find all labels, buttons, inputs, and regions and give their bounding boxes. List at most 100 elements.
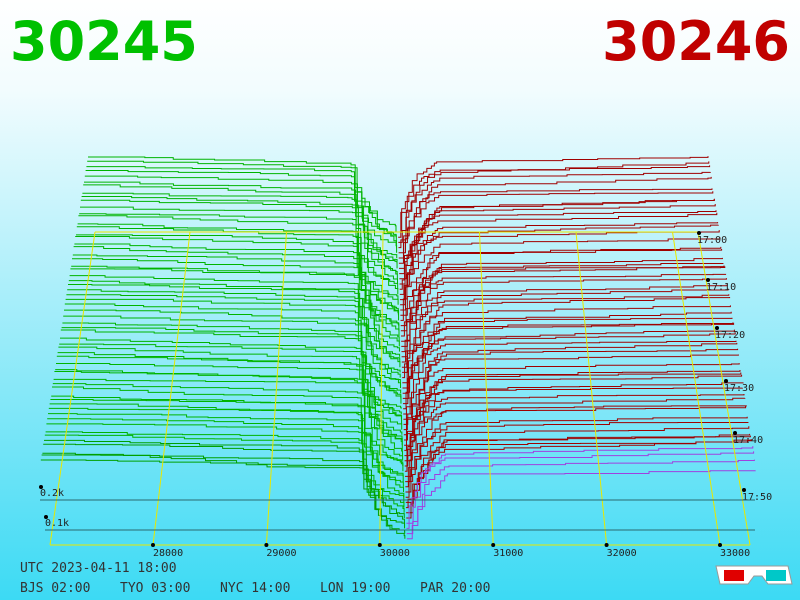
- price-tick: [377, 543, 382, 547]
- time-tick: [733, 431, 737, 435]
- depth-label: 0.1k: [45, 518, 69, 529]
- ask-depth-line: [405, 406, 747, 477]
- bid-depth-line: [70, 268, 400, 347]
- ask-depth-line: [399, 212, 718, 290]
- right-edge: [697, 231, 751, 546]
- bid-depth-line: [56, 363, 403, 440]
- bid-depth-line: [44, 434, 405, 513]
- ask-depth-line: [403, 342, 738, 420]
- time-tick: [706, 278, 710, 282]
- depth-tick: [44, 515, 48, 519]
- ask-depth-line: [398, 176, 712, 254]
- bid-depth-line: [48, 413, 404, 492]
- price-label: 30000: [380, 548, 410, 559]
- price-grid-line: [379, 231, 384, 546]
- ask-depth-line: [404, 387, 743, 457]
- bid-depth-line: [83, 184, 398, 264]
- 3d-glasses-icon[interactable]: [715, 565, 793, 585]
- time-tick: [697, 231, 701, 235]
- ask-depth-line: [406, 451, 755, 529]
- ask-depth-line: [399, 198, 715, 275]
- bid-depth-line: [67, 289, 401, 368]
- bid-depth-line: [64, 309, 401, 388]
- ask-depth-line: [401, 294, 730, 368]
- price-label: 31000: [493, 548, 523, 559]
- ask-depth-line: [398, 191, 714, 264]
- price-tick: [604, 543, 609, 547]
- bid-depth-line: [60, 337, 402, 414]
- ask-depth-line: [401, 288, 729, 363]
- ask-depth-line: [405, 416, 748, 488]
- time-label: 17:30: [724, 383, 754, 394]
- price-grid-line: [479, 231, 494, 546]
- bid-depth-line: [50, 398, 404, 477]
- bid-depth-line: [43, 443, 405, 524]
- bid-depth-line: [58, 346, 403, 425]
- time-label: 17:40: [733, 435, 763, 446]
- ask-depth-line: [406, 459, 755, 535]
- price-tick: [491, 543, 496, 547]
- depth-tick: [39, 485, 43, 489]
- ask-depth-line: [400, 257, 723, 327]
- price-grid-line: [152, 231, 191, 546]
- time-tick: [724, 379, 728, 383]
- bid-depth-line: [54, 370, 403, 451]
- ask-depth-line: [402, 296, 731, 373]
- ask-depth-line: [402, 322, 734, 394]
- timezone-clock: PAR 20:00: [420, 581, 490, 596]
- bid-depth-line: [79, 213, 399, 290]
- price-grid-line: [672, 231, 721, 546]
- timezone-clock: TYO 03:00: [120, 581, 190, 596]
- ask-depth-line: [403, 332, 736, 410]
- bid-depth-line: [41, 454, 406, 534]
- bid-depth-line: [56, 355, 403, 435]
- ask-depth-line: [405, 426, 750, 498]
- ask-depth-line: [406, 446, 754, 524]
- ask-depth-line: [405, 405, 747, 483]
- ask-price: 30246: [602, 10, 790, 73]
- bid-depth-line: [65, 298, 401, 378]
- bid-depth-line: [59, 343, 402, 420]
- ask-depth-line: [401, 284, 728, 358]
- time-tick: [742, 488, 746, 492]
- bid-depth-line: [84, 181, 398, 258]
- bid-depth-line: [74, 243, 400, 321]
- time-tick: [715, 326, 719, 330]
- bid-depth-line: [48, 407, 404, 487]
- price-label: 28000: [153, 548, 183, 559]
- price-label: 33000: [720, 548, 750, 559]
- bid-depth-line: [46, 423, 405, 503]
- ask-depth-line: [401, 278, 727, 353]
- price-grid-line: [265, 231, 287, 546]
- depth-label: 0.2k: [40, 488, 64, 499]
- bid-depth-line: [85, 170, 397, 248]
- ask-depth-line: [404, 397, 746, 472]
- ask-depth-line: [403, 340, 737, 415]
- bid-depth-line: [68, 283, 401, 362]
- ask-depth-line: [404, 382, 744, 462]
- bid-depth-line: [84, 175, 398, 253]
- time-label: 17:50: [742, 492, 772, 503]
- price-tick: [151, 543, 155, 547]
- price-grid-line: [575, 231, 608, 546]
- bid-depth-line: [71, 265, 400, 342]
- bid-depth-line: [62, 322, 402, 399]
- bid-depth-line: [72, 258, 400, 336]
- bid-depth-line: [75, 236, 399, 316]
- ask-depth-line: [403, 363, 740, 436]
- bid-depth-line: [44, 439, 405, 518]
- timezone-clock: NYC 14:00: [220, 581, 290, 596]
- ask-depth-line: [398, 188, 713, 259]
- ask-depth-line: [402, 311, 732, 384]
- time-label: 17:10: [706, 282, 736, 293]
- left-edge: [49, 231, 96, 546]
- bid-depth-line: [49, 403, 404, 482]
- bid-price: 30245: [10, 10, 198, 73]
- bid-depth-line: [66, 294, 401, 373]
- time-label: 17:20: [715, 330, 745, 341]
- bid-depth-line: [69, 275, 400, 352]
- bid-depth-line: [53, 378, 403, 456]
- ask-depth-line: [398, 171, 711, 249]
- ask-depth-line: [398, 156, 709, 233]
